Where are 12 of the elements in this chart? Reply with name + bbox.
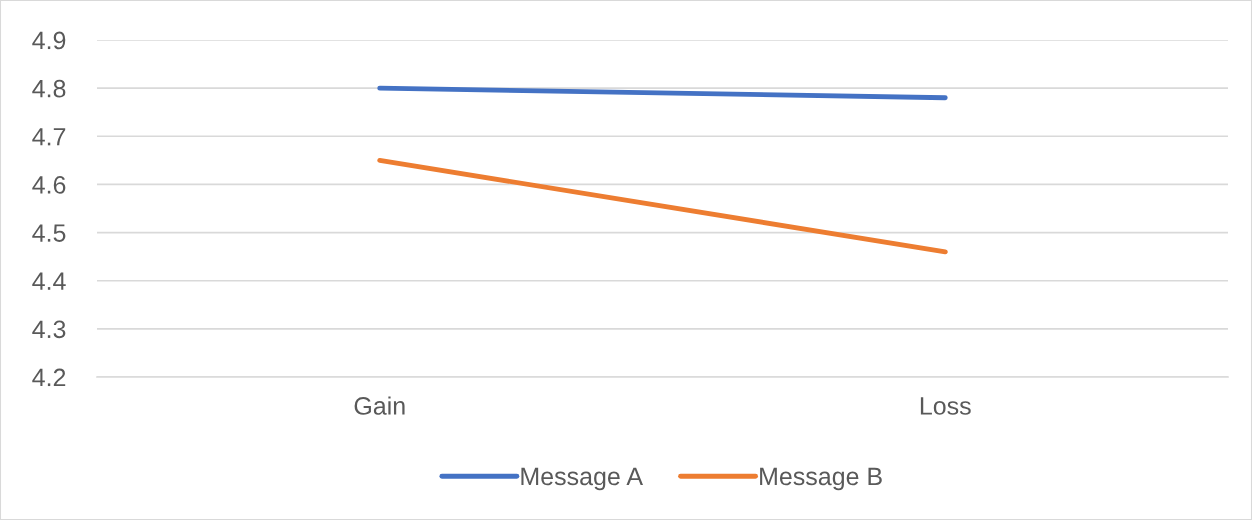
y-tick-label: 4.8 bbox=[32, 79, 66, 98]
y-tick-label: 4.6 bbox=[32, 176, 66, 194]
y-tick-label: 4.2 bbox=[32, 368, 66, 387]
y-tick-label: 4.5 bbox=[32, 224, 66, 242]
y-tick-label: 4.3 bbox=[32, 320, 66, 339]
x-tick-label: Loss bbox=[920, 397, 971, 415]
y-tick-label: 4.7 bbox=[32, 128, 66, 146]
y-tick-label: 4.9 bbox=[32, 31, 66, 50]
legend-label: Message B bbox=[760, 467, 882, 491]
x-tick-label: Gain bbox=[354, 396, 405, 415]
legend-label: Message A bbox=[521, 467, 644, 491]
y-tick-label: 4.4 bbox=[32, 272, 66, 290]
